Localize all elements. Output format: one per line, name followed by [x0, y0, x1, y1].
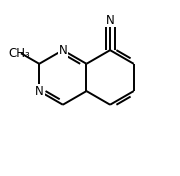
Text: N: N	[106, 14, 114, 27]
Text: N: N	[58, 44, 67, 57]
Text: N: N	[35, 85, 44, 98]
Text: CH₃: CH₃	[9, 47, 30, 60]
